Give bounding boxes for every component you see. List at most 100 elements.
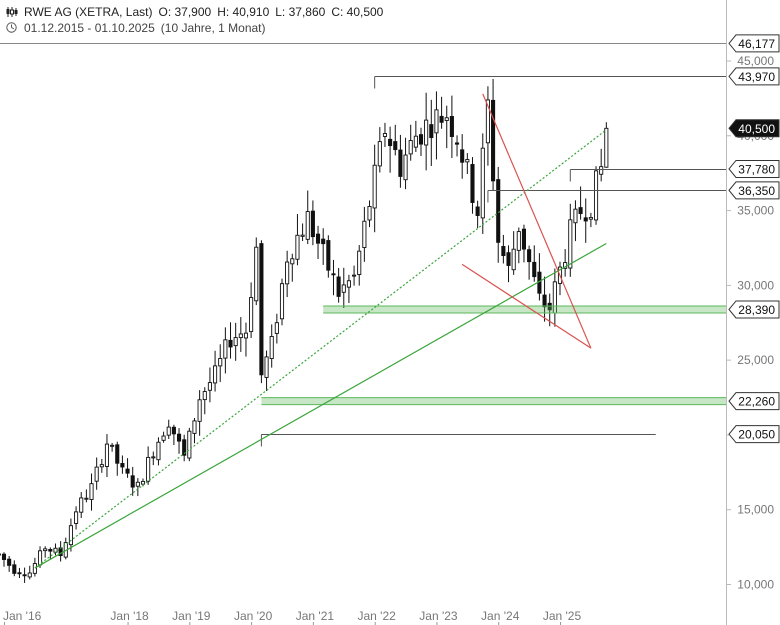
x-tick-label: Jan '18 [110, 609, 149, 623]
candle-icon[interactable] [6, 5, 18, 19]
candle-body [439, 115, 444, 123]
clock-icon[interactable] [6, 21, 18, 35]
candle-body [290, 258, 295, 265]
candle-body [315, 233, 321, 244]
candle-body [89, 483, 94, 500]
candle-body [171, 426, 176, 435]
candle-body [398, 149, 403, 177]
candle-body [403, 154, 408, 181]
candle-body [568, 219, 573, 269]
candle-body [429, 124, 434, 139]
candle-body [249, 297, 254, 333]
x-tick-label: Jan '20 [234, 609, 273, 623]
support-band [323, 305, 726, 313]
candle-body [84, 497, 89, 500]
candle-body [336, 276, 341, 297]
candle-body [213, 365, 218, 384]
candle-body [424, 119, 429, 146]
candle-body [218, 358, 223, 367]
candle-body [94, 466, 99, 482]
candle-body [413, 135, 418, 148]
candle-body [202, 391, 207, 401]
candle-body [382, 133, 388, 137]
candle-body [79, 497, 84, 513]
candle-body [491, 99, 496, 182]
candle-body [135, 481, 140, 487]
low-readout: L: 37,860 [275, 5, 326, 19]
candle-body [32, 563, 37, 574]
x-tick-label: Jan '21 [296, 609, 335, 623]
candle-body [182, 439, 187, 456]
candle-body [573, 208, 578, 224]
candle-body [377, 141, 382, 167]
price-flag [728, 300, 780, 319]
y-tick-label: 35,000 [737, 204, 774, 218]
candle-body [264, 356, 269, 378]
price-flag [728, 34, 780, 53]
candle-body [176, 433, 182, 442]
price-flag-label: 22,260 [738, 395, 775, 409]
candle-body [223, 339, 228, 359]
candle-body [151, 456, 156, 459]
candle-body [352, 274, 357, 277]
candle-body [233, 337, 238, 347]
close-readout: C: 40,500 [331, 5, 384, 19]
candle-body [434, 109, 439, 134]
candle-body [269, 336, 274, 360]
candle-body [161, 435, 166, 441]
candle-body [475, 206, 480, 216]
candle-body [372, 164, 377, 209]
candle-body [542, 294, 547, 308]
candle-body [207, 382, 212, 391]
candle-body [321, 238, 326, 245]
instrument-title: RWE AG (XETRA, Last) [24, 5, 153, 19]
candle-body [300, 234, 305, 237]
support-band [261, 397, 726, 405]
y-tick-label: 25,000 [737, 353, 774, 367]
candle-body [310, 210, 315, 238]
candle-body [187, 430, 192, 459]
candle-body [532, 261, 537, 278]
candle-body [418, 134, 424, 145]
candle-body [305, 211, 310, 240]
x-tick-label: Jan '25 [543, 609, 582, 623]
candle-body [454, 142, 460, 145]
candle-body [192, 420, 197, 434]
price-flag [728, 67, 780, 86]
candle-body [362, 220, 367, 248]
candle-body [12, 564, 17, 574]
y-tick-label: 45,000 [737, 54, 774, 68]
price-flag-label: 40,500 [738, 122, 775, 136]
candle-body [125, 468, 130, 474]
y-tick-label: 15,000 [737, 503, 774, 517]
x-tick-label: Jan '22 [358, 609, 397, 623]
candle-body [583, 217, 588, 222]
candle-body [285, 261, 290, 285]
candle-body [274, 322, 279, 334]
range-note: (10 Jahre, 1 Monat) [160, 21, 266, 35]
candle-body [527, 249, 532, 263]
x-tick-label: Jan '19 [172, 609, 211, 623]
candle-body [593, 170, 599, 221]
candle-body [506, 252, 511, 266]
price-flag-label: 37,780 [738, 162, 775, 176]
candle-body [449, 116, 454, 137]
y-tick-label: 10,000 [737, 578, 774, 592]
price-flag [728, 181, 780, 200]
candle-body [115, 444, 120, 464]
price-flag-label: 20,050 [738, 428, 775, 442]
candle-body [460, 149, 465, 163]
candle-body [521, 228, 527, 250]
open-readout: O: 37,900 [158, 5, 212, 19]
candle-body [511, 248, 516, 271]
candle-body [465, 159, 470, 163]
candle-body [27, 572, 32, 578]
date-range: 01.12.2015 - 01.10.2025 [24, 21, 155, 35]
candle-body [393, 141, 398, 151]
trend-line [34, 129, 607, 569]
price-flag [728, 392, 780, 411]
x-tick-label: Jan '24 [481, 609, 520, 623]
header-line-instrument: RWE AG (XETRA, Last) O: 37,900 H: 40,910 L:… [6, 5, 389, 19]
candle-body [1, 553, 7, 560]
